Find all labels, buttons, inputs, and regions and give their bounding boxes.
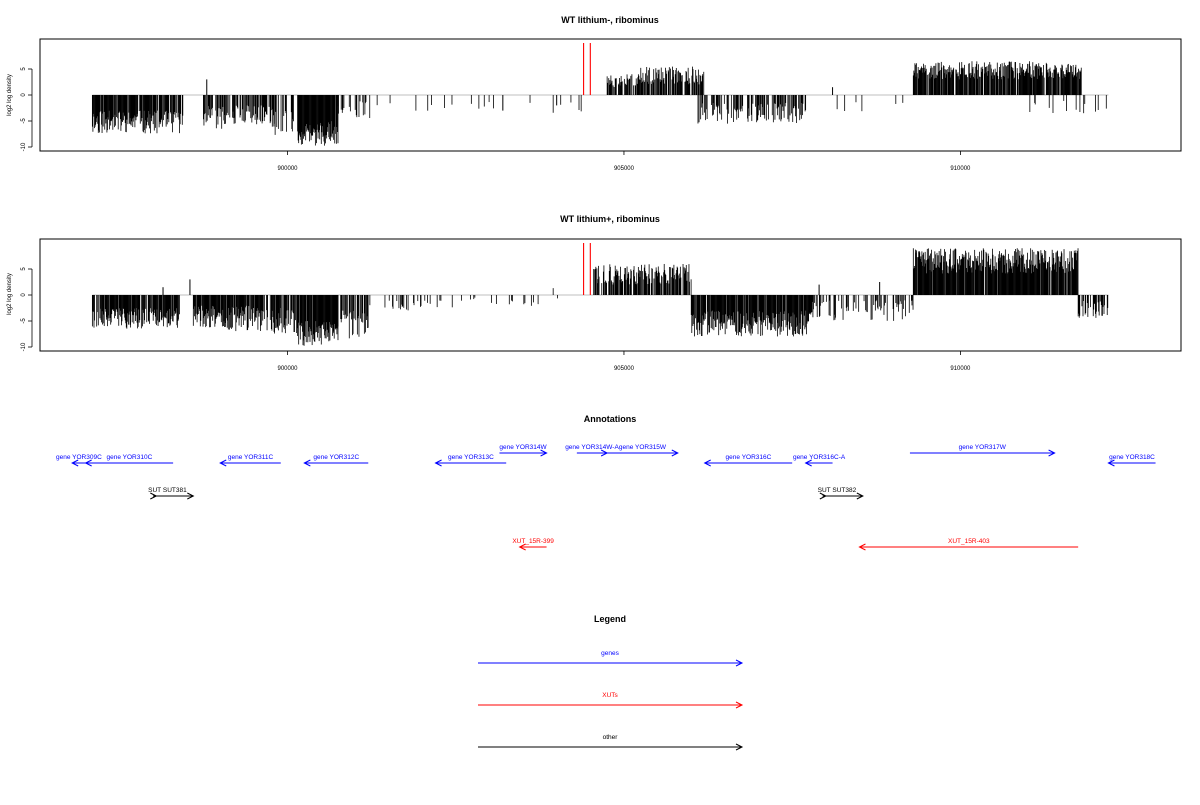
feature-sut382: SUT382	[825, 487, 864, 500]
x-axis: 900000 905000 910000	[277, 351, 971, 372]
x-tick-label: 905000	[614, 366, 635, 372]
feature-gene-yor311c: gene YOR311C	[219, 454, 281, 467]
arrow-head	[735, 701, 744, 709]
feature-label: gene YOR314W-A	[565, 444, 619, 451]
feature-label: SUT382	[832, 487, 856, 494]
x-tick-label: 900000	[277, 166, 298, 172]
feature-xut-15r-403: XUT_15R-403	[858, 538, 1079, 551]
feature-label: XUT_15R-403	[948, 538, 990, 545]
arrow-head	[804, 459, 812, 467]
x-tick-label: 910000	[950, 166, 971, 172]
arrow-head	[703, 459, 711, 467]
y-tick-label: -5	[21, 318, 27, 324]
y-tick-label: 0	[21, 293, 27, 297]
annotations-panel: Annotations gene YOR309C gene YOR310C gene…	[56, 414, 1156, 551]
legend-title: Legend	[594, 614, 626, 624]
legend: Legend genes XUTs other	[478, 614, 744, 751]
feature-gene-yor314w: gene YOR314W	[499, 444, 548, 457]
feature-gene-yor316c-a: gene YOR316C-A	[793, 454, 846, 467]
feature-label: gene YOR311C	[228, 454, 274, 461]
feature-gene-yor313c: gene YOR313C	[434, 454, 507, 467]
y-axis-label: log2 log density	[7, 273, 13, 315]
x-tick-label: 910000	[950, 366, 971, 372]
feature-label: gene YOR318C	[1109, 454, 1155, 461]
y-tick-label: -5	[21, 118, 27, 124]
marker-lines	[583, 243, 591, 295]
arrow-head	[856, 492, 864, 500]
feature-gene-yor316c: gene YOR316C	[703, 454, 793, 467]
y-axis: -10 -5 0 5	[21, 67, 33, 151]
arrow-head	[858, 543, 866, 551]
feature-tracks: gene YOR309C gene YOR310C gene YOR311C gene…	[56, 444, 1156, 551]
feature-sut381: SUT381	[156, 487, 195, 500]
panel-title: WT lithium+, ribominus	[560, 214, 660, 224]
x-tick-label: 900000	[277, 366, 298, 372]
y-tick-label: -10	[21, 142, 27, 151]
feature-label: gene YOR309C	[56, 454, 102, 461]
arrow-head	[303, 459, 311, 467]
panel-title: WT lithium-, ribominus	[561, 15, 659, 25]
arrow-head	[518, 543, 526, 551]
marker-lines	[583, 43, 591, 95]
feature-label: gene YOR317W	[959, 444, 1007, 451]
annotations-title: Annotations	[584, 414, 637, 424]
feature-label: gene YOR312C	[313, 454, 359, 461]
x-axis: 900000 905000 910000	[277, 151, 971, 172]
legend-item-xuts: XUTs	[478, 692, 744, 709]
feature-gene-yor309c: gene YOR309C	[56, 454, 102, 467]
legend-label: genes	[601, 650, 619, 657]
coverage-panel-lithium-minus: WT lithium-, ribominus log2 log density …	[7, 15, 1182, 172]
arrow-head	[735, 743, 744, 751]
feature-gene-yor317w: gene YOR317W	[909, 444, 1056, 457]
legend-items: genes XUTs other	[478, 650, 744, 751]
legend-item-genes: genes	[478, 650, 744, 667]
feature-gene-yor310c: gene YOR310C	[84, 454, 174, 467]
feature-label: SUT	[818, 487, 831, 494]
feature-sut: SUT	[818, 487, 831, 500]
y-tick-label: 5	[21, 67, 27, 71]
x-tick-label: 905000	[614, 166, 635, 172]
feature-gene-yor315w: gene YOR315W	[607, 444, 679, 457]
legend-label: other	[603, 734, 619, 741]
arrow-head	[84, 459, 92, 467]
y-tick-label: -10	[21, 342, 27, 351]
coverage-bars	[91, 61, 1109, 146]
arrow-head	[219, 459, 227, 467]
feature-label: gene YOR310C	[106, 454, 152, 461]
coverage-panel-lithium-plus: WT lithium+, ribominus log2 log density …	[7, 214, 1182, 372]
arrow-head	[1107, 459, 1115, 467]
arrow-head	[1048, 449, 1056, 457]
arrow-head	[187, 492, 195, 500]
legend-item-other: other	[478, 734, 744, 751]
arrow-head	[540, 449, 548, 457]
y-tick-label: 0	[21, 93, 27, 97]
feature-label: gene YOR313C	[448, 454, 494, 461]
feature-sut: SUT	[148, 487, 161, 500]
feature-label: gene YOR314W	[499, 444, 547, 451]
y-axis: -10 -5 0 5	[21, 267, 33, 351]
legend-label: XUTs	[602, 692, 618, 699]
feature-gene-yor314w-a: gene YOR314W-A	[565, 444, 619, 457]
arrow-head	[71, 459, 79, 467]
feature-label: SUT381	[163, 487, 187, 494]
feature-label: XUT_15R-399	[512, 538, 554, 545]
arrow-head	[671, 449, 679, 457]
feature-xut-15r-399: XUT_15R-399	[512, 538, 554, 551]
feature-label: SUT	[148, 487, 161, 494]
y-tick-label: 5	[21, 267, 27, 271]
feature-label: gene YOR315W	[619, 444, 667, 451]
feature-label: gene YOR316C-A	[793, 454, 846, 461]
coverage-bars	[91, 248, 1109, 346]
feature-label: gene YOR316C	[726, 454, 772, 461]
feature-gene-yor312c: gene YOR312C	[303, 454, 369, 467]
arrow-head	[735, 659, 744, 667]
y-axis-label: log2 log density	[7, 74, 13, 116]
arrow-head	[434, 459, 442, 467]
feature-gene-yor318c: gene YOR318C	[1107, 454, 1156, 467]
plot-frame	[39, 238, 1182, 352]
plot-frame	[39, 38, 1182, 152]
